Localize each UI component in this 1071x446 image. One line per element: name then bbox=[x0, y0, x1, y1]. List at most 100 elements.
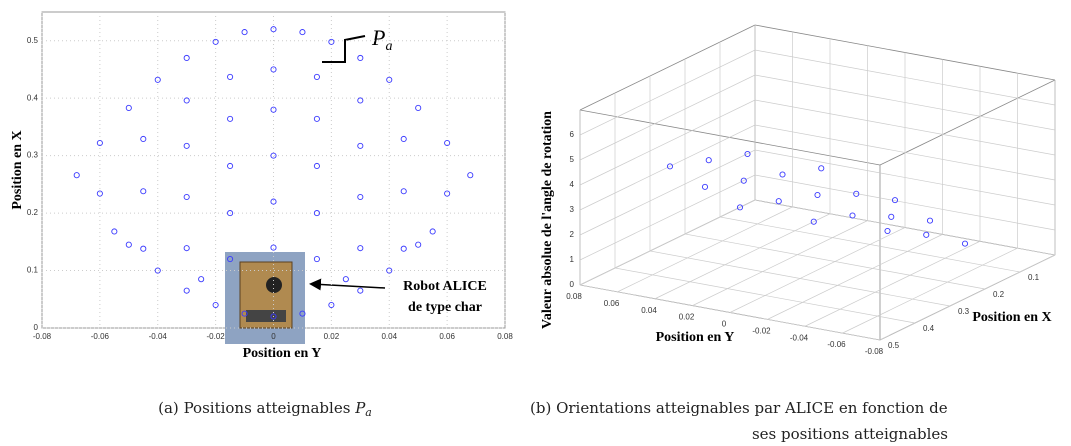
grid-line bbox=[579, 25, 756, 286]
point bbox=[775, 198, 782, 205]
x-tick-label: -0.08 bbox=[865, 347, 884, 356]
z-axis-label: Valeur absolue de l'angle de rotation bbox=[540, 111, 555, 329]
x-axis-label: Position en Y bbox=[243, 346, 322, 361]
y-tick-label: 0.5 bbox=[27, 36, 39, 45]
point bbox=[313, 256, 320, 263]
grid-line bbox=[579, 199, 1056, 286]
point bbox=[415, 241, 422, 248]
point bbox=[444, 139, 451, 147]
x-tick-label: -0.04 bbox=[790, 333, 809, 342]
grid-line bbox=[719, 42, 1021, 273]
point bbox=[357, 54, 364, 62]
point bbox=[400, 135, 407, 143]
point bbox=[227, 210, 234, 217]
z-tick-label: 2 bbox=[570, 230, 575, 239]
y-tick-label: 0.3 bbox=[27, 151, 39, 160]
robot-photo bbox=[225, 252, 305, 344]
x-tick-label: 0.02 bbox=[679, 313, 695, 322]
point bbox=[270, 313, 277, 320]
point bbox=[96, 190, 103, 197]
x-tick-label: 0.06 bbox=[604, 299, 620, 308]
z-tick-label: 6 bbox=[570, 130, 575, 139]
grid-line bbox=[767, 59, 943, 320]
y-tick-label: 0.3 bbox=[958, 307, 970, 316]
point bbox=[270, 152, 277, 159]
point bbox=[884, 227, 891, 235]
point bbox=[140, 245, 147, 252]
point bbox=[140, 188, 147, 195]
caption-label: (b) bbox=[530, 399, 551, 417]
point bbox=[891, 197, 899, 204]
point bbox=[467, 172, 474, 179]
grid-line bbox=[579, 74, 1056, 161]
inset-label: de type char bbox=[408, 300, 482, 315]
z-tick-label: 0 bbox=[570, 280, 575, 289]
point bbox=[270, 198, 277, 205]
caption-text: Positions atteignables bbox=[184, 399, 351, 417]
grid-line bbox=[684, 59, 986, 290]
point bbox=[154, 76, 161, 83]
point bbox=[386, 76, 393, 83]
point bbox=[357, 193, 364, 201]
point bbox=[357, 287, 364, 294]
grid-line bbox=[617, 31, 793, 293]
point bbox=[270, 26, 277, 33]
point bbox=[111, 228, 118, 235]
x-tick-label: 0.02 bbox=[324, 332, 340, 341]
point bbox=[705, 157, 712, 164]
point bbox=[198, 276, 205, 283]
caption-subscript: a bbox=[365, 406, 372, 419]
x-tick-label: 0.04 bbox=[381, 332, 397, 341]
point bbox=[357, 245, 364, 252]
point bbox=[154, 267, 161, 274]
point bbox=[444, 190, 451, 197]
point bbox=[926, 217, 934, 224]
annotation: Pa bbox=[371, 25, 392, 54]
point bbox=[429, 228, 436, 235]
point bbox=[96, 139, 103, 147]
point bbox=[227, 256, 234, 263]
point bbox=[313, 115, 320, 122]
grid-line bbox=[579, 110, 881, 341]
y-tick-label: 0.1 bbox=[27, 266, 39, 275]
annotation-bracket bbox=[322, 35, 366, 63]
point bbox=[313, 210, 320, 217]
point bbox=[270, 106, 277, 113]
point bbox=[923, 231, 930, 238]
point bbox=[227, 115, 234, 122]
point bbox=[701, 183, 709, 190]
point bbox=[357, 142, 364, 149]
point bbox=[736, 204, 744, 211]
point bbox=[183, 54, 190, 62]
point bbox=[740, 177, 747, 184]
y-tick-label: 0.2 bbox=[993, 290, 1005, 299]
y-axis-label: Position en X bbox=[972, 310, 1051, 325]
robot-board bbox=[246, 310, 286, 322]
point bbox=[400, 245, 407, 252]
grid-line bbox=[579, 99, 1056, 186]
z-tick-label: 1 bbox=[570, 255, 575, 264]
y-tick-label: 0.1 bbox=[1028, 273, 1040, 282]
grid-line bbox=[649, 76, 951, 307]
x-tick-label: -0.08 bbox=[33, 332, 52, 341]
caption-symbol: P bbox=[354, 399, 366, 417]
point bbox=[342, 276, 349, 283]
box-edge bbox=[879, 79, 1056, 166]
point bbox=[299, 310, 306, 317]
grid-line bbox=[654, 38, 831, 300]
y-tick-label: 0.4 bbox=[923, 324, 935, 333]
point bbox=[666, 163, 674, 170]
point bbox=[227, 73, 234, 80]
caption: (b) Orientations atteignables par ALICE … bbox=[530, 399, 948, 417]
x-axis-label: Position en Y bbox=[656, 330, 735, 345]
point bbox=[241, 29, 248, 36]
point bbox=[125, 241, 132, 248]
grid-line bbox=[579, 49, 1056, 136]
point bbox=[299, 29, 306, 36]
z-tick-label: 4 bbox=[570, 180, 575, 189]
y-tick-label: 0.4 bbox=[27, 93, 39, 102]
point bbox=[73, 172, 80, 179]
point bbox=[400, 188, 407, 195]
z-tick-label: 5 bbox=[570, 155, 575, 164]
point bbox=[270, 66, 277, 73]
